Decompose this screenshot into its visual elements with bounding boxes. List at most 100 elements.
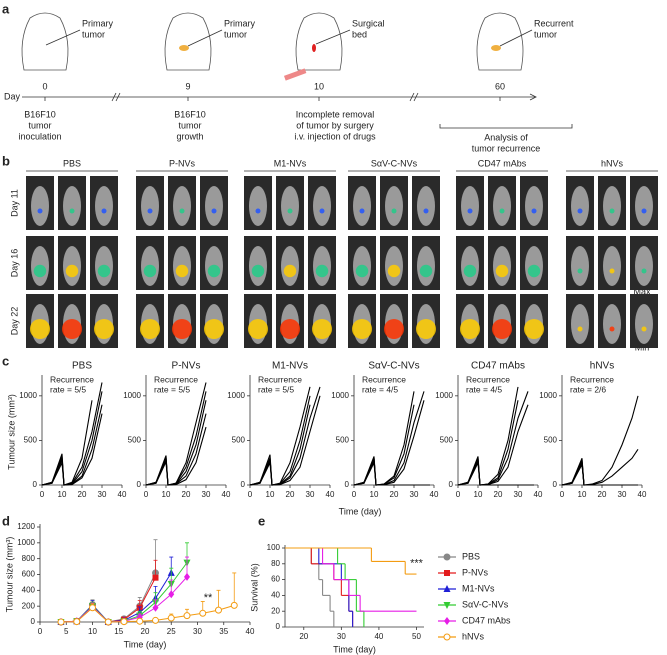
signal-spot [641,268,647,274]
y-tick-label: 500 [544,436,558,445]
tumor-icon [491,45,501,51]
y-tick-label: 1000 [123,391,141,400]
signal-spot [140,319,160,339]
group-label: M1-NVs [274,158,307,168]
y-tick-label: 0 [241,480,246,489]
y-tick-label: 1000 [19,391,37,400]
annotation: Recurrence [466,374,510,384]
syringe-icon [283,68,307,81]
mouse-body [141,186,159,226]
legend-label: SαV-C-NVs [462,599,509,609]
day-label: 0 [42,81,47,91]
group-label: PBS [63,158,81,168]
callout-label: Primary [82,18,113,28]
annotation: rate = 4/5 [466,384,502,394]
data-line [249,386,321,486]
marker [168,590,175,599]
y-tick-label: 0 [276,622,281,631]
x-tick-label: 10 [266,490,275,499]
x-tick-label: 0 [352,490,357,499]
callout-label: tumor [534,29,557,39]
timeline-label: Day [4,91,21,101]
x-tick-label: 0 [248,490,253,499]
annotation: rate = 5/5 [154,384,190,394]
mouse-body [635,186,653,226]
data-line [457,386,519,486]
group-label: P-NVs [169,158,196,168]
mouse-body [603,304,621,344]
signal-spot [280,319,300,339]
marker [104,618,112,626]
data-line [353,391,415,486]
timeline-break [111,92,419,102]
mouse-body [525,186,543,226]
timeline-caption: tumor recurrence [472,143,541,153]
x-tick-label: 30 [98,490,107,499]
group-label: SαV-C-NVs [371,158,418,168]
legend-label: hNVs [462,631,485,641]
annotation: Recurrence [50,374,94,384]
x-tick-label: 0 [40,490,45,499]
marker [183,612,191,620]
marker [443,553,451,561]
y-axis-label: Tumour size (mm³) [6,394,16,470]
callout-line [187,29,223,47]
y-tick-label: 0 [553,480,558,489]
signal-spot [609,208,615,214]
group-label: hNVs [601,158,624,168]
marker [443,633,451,641]
data-line [249,395,321,486]
signal-spot [315,264,329,278]
x-tick-label: 40 [326,490,335,499]
y-tick-label: 1000 [17,538,35,547]
x-tick-label: 0 [144,490,149,499]
signal-spot [641,208,647,214]
surgical-bed-icon [312,44,316,52]
chart-title: CD47 mAbs [471,361,525,372]
signal-spot [355,264,369,278]
panel-letter: e [258,513,265,528]
row-label: Day 11 [9,189,19,217]
chart-title: M1-NVs [272,361,308,372]
mouse-body [571,246,589,286]
axis-line [284,545,424,628]
callout-line [45,29,81,46]
y-tick-label: 0 [345,480,350,489]
signal-spot [577,326,583,332]
signal-spot [204,319,224,339]
mice [21,12,524,71]
marker [167,614,175,622]
data-line [457,400,519,486]
x-tick-label: 40 [222,490,231,499]
mouse-body [63,186,81,226]
data-line [41,413,103,486]
x-tick-label: 20 [182,490,191,499]
y-tick-label: 200 [22,601,36,610]
annotation: Recurrence [362,374,406,384]
y-tick-label: 1000 [227,391,245,400]
x-tick-label: 10 [88,627,97,636]
callout-line [499,29,533,47]
callout-label: tumor [224,29,247,39]
annotation: Recurrence [154,374,198,384]
y-tick-label: 60 [271,575,280,584]
signal-spot [94,319,114,339]
mouse-body [173,186,191,226]
marker [152,603,159,612]
signal-spot [101,208,107,214]
marker [444,570,450,576]
marker [73,618,81,626]
y-tick-label: 500 [128,436,142,445]
chart-title: P-NVs [172,361,201,372]
data-line [145,400,207,486]
bracket [439,124,573,129]
marker [152,574,159,581]
y-tick-label: 100 [267,543,281,552]
marker [444,617,450,625]
signal-spot [319,208,325,214]
mouse-body [249,186,267,226]
marker [57,618,65,626]
mouse-body [281,186,299,226]
legend-label: P-NVs [462,567,489,577]
